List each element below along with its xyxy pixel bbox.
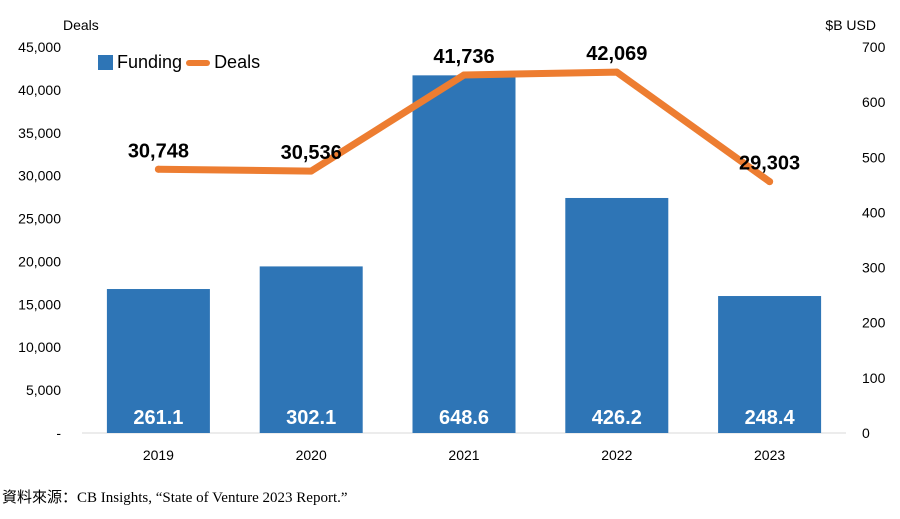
legend: Funding Deals — [98, 52, 264, 73]
legend-item-deals: Deals — [186, 52, 260, 73]
funding-legend-swatch — [98, 55, 113, 70]
deals-data-label: 41,736 — [433, 46, 494, 68]
legend-label-deals: Deals — [214, 52, 261, 72]
funding-bar — [718, 296, 822, 433]
funding-bars: 261.1 302.1 648.6 426.2 248.4 — [106, 75, 822, 433]
deals-line-series: 30,748 30,536 41,736 42,069 29,303 — [128, 43, 800, 186]
x-tick-label: 2021 — [448, 447, 479, 463]
left-tick-label: 20,000 — [18, 253, 61, 269]
deals-data-label: 42,069 — [586, 43, 647, 65]
left-tick-label: 40,000 — [18, 82, 61, 98]
left-axis-ticks: - 5,000 10,000 15,000 20,000 25,000 30,000 35,0… — [18, 39, 61, 441]
x-tick-label: 2022 — [601, 447, 632, 463]
deals-point — [766, 178, 774, 186]
x-tick-label: 2023 — [754, 447, 785, 463]
funding-data-label: 261.1 — [133, 407, 183, 429]
deals-data-label: 30,536 — [281, 142, 342, 164]
funding-bar — [565, 197, 669, 433]
funding-data-label: 426.2 — [592, 407, 642, 429]
left-tick-label: 25,000 — [18, 211, 61, 227]
deals-point — [307, 167, 315, 175]
x-tick-label: 2020 — [296, 447, 327, 463]
left-axis-title: Deals — [63, 17, 99, 33]
left-tick-label: - — [56, 425, 61, 441]
deals-point — [460, 71, 468, 79]
legend-item-funding: Funding — [98, 52, 182, 73]
right-tick-label: 600 — [862, 94, 886, 110]
funding-bar — [106, 289, 210, 433]
right-tick-label: 300 — [862, 260, 886, 276]
right-axis-ticks: 0 100 200 300 400 500 600 700 — [862, 39, 886, 441]
right-tick-label: 400 — [862, 204, 886, 220]
left-tick-label: 30,000 — [18, 168, 61, 184]
right-tick-label: 200 — [862, 315, 886, 331]
left-tick-label: 35,000 — [18, 125, 61, 141]
deals-data-label: 30,748 — [128, 140, 189, 162]
left-tick-label: 45,000 — [18, 39, 61, 55]
right-axis-title: $B USD — [825, 17, 876, 33]
left-tick-label: 5,000 — [26, 382, 61, 398]
funding-data-label: 248.4 — [745, 407, 796, 429]
left-tick-label: 10,000 — [18, 339, 61, 355]
funding-bar — [259, 266, 363, 433]
x-tick-label: 2019 — [143, 447, 174, 463]
left-tick-label: 15,000 — [18, 296, 61, 312]
right-tick-label: 700 — [862, 39, 886, 55]
right-tick-label: 0 — [862, 425, 870, 441]
funding-data-label: 302.1 — [286, 407, 336, 429]
deals-legend-swatch — [186, 59, 211, 66]
right-tick-label: 100 — [862, 370, 886, 386]
deals-point — [154, 165, 162, 173]
funding-bar — [412, 75, 516, 433]
legend-label-funding: Funding — [117, 52, 183, 72]
x-axis-ticks: 2019 2020 2021 2022 2023 — [143, 447, 786, 463]
funding-data-label: 648.6 — [439, 407, 489, 429]
deals-point — [613, 68, 621, 76]
source-note: 資料來源：CB Insights, “State of Venture 2023… — [2, 490, 348, 506]
right-tick-label: 500 — [862, 149, 886, 165]
deals-data-label: 29,303 — [739, 153, 800, 175]
